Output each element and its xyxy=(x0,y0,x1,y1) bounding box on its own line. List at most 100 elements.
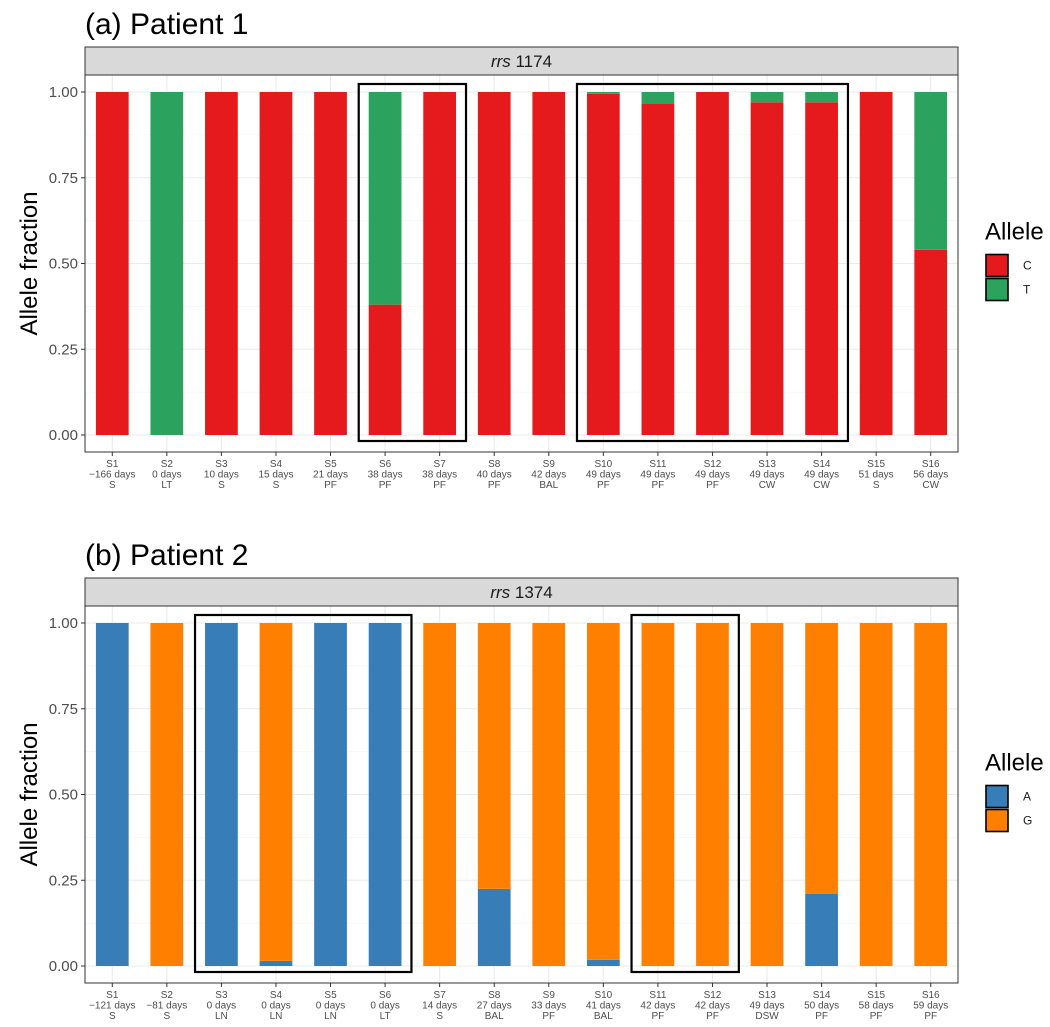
y-tick-label: 1.00 xyxy=(49,84,78,101)
x-tick-label: S12 xyxy=(704,459,722,470)
bar-C-S13 xyxy=(750,102,784,435)
highlight-box-2 xyxy=(575,82,850,443)
x-tick-label: S xyxy=(873,480,880,491)
y-axis: 0.00 0.25 0.50 0.75 1.00 Allele fraction xyxy=(16,84,85,444)
bars xyxy=(95,623,948,966)
legend: Allele CT xyxy=(985,219,1044,302)
x-tick-label: CW xyxy=(813,480,830,491)
x-tick-label: 49 days xyxy=(586,470,621,481)
bar-C-S16 xyxy=(914,249,948,435)
x-tick-label: CW xyxy=(922,480,939,491)
bar-G-S8 xyxy=(477,623,511,889)
bar-A-S8 xyxy=(477,888,511,966)
x-tick-label: S xyxy=(109,1011,116,1022)
y-tick-label: 0.75 xyxy=(49,170,78,187)
x-tick-label: S4 xyxy=(270,990,283,1001)
x-tick-label: 59 days xyxy=(913,1001,948,1012)
x-tick-label: S3 xyxy=(215,459,228,470)
x-tick-label: S xyxy=(109,480,116,491)
bar-T-S2 xyxy=(150,92,184,435)
x-tick-label: S14 xyxy=(813,459,831,470)
x-tick-label: −81 days xyxy=(146,1001,187,1012)
x-tick-label: LN xyxy=(270,1011,283,1022)
x-tick-label: PF xyxy=(924,1011,937,1022)
x-tick-label: S9 xyxy=(543,990,556,1001)
panel-a: (a) Patient 1 rrs 1174 0.00 0.25 0.50 0.75 1.0… xyxy=(16,8,1044,491)
y-axis-label: Allele fraction xyxy=(16,191,43,335)
bar-G-S12 xyxy=(696,623,729,966)
x-tick-label: 42 days xyxy=(640,1001,675,1012)
x-tick-label: S10 xyxy=(594,459,612,470)
bar-C-S7 xyxy=(423,92,457,435)
x-tick-label: S6 xyxy=(379,459,392,470)
x-tick-label: S5 xyxy=(324,990,337,1001)
x-tick-label: 42 days xyxy=(695,1001,730,1012)
bar-T-S14 xyxy=(805,92,838,103)
x-tick-label: PF xyxy=(706,480,719,491)
x-tick-label: S1 xyxy=(106,990,119,1001)
x-tick-label: −166 days xyxy=(89,470,135,481)
x-tick-label: 38 days xyxy=(368,470,403,481)
x-tick-label: 49 days xyxy=(695,470,730,481)
x-tick-label: 0 days xyxy=(370,1001,399,1012)
x-tick-label: PF xyxy=(324,480,337,491)
bar-G-S15 xyxy=(859,623,893,966)
y-tick-label: 0.50 xyxy=(49,787,78,804)
bar-T-S11 xyxy=(641,92,675,105)
bar-A-S5 xyxy=(314,623,347,966)
x-tick-label: S9 xyxy=(543,459,556,470)
bar-C-S5 xyxy=(314,92,347,435)
x-tick-label: S5 xyxy=(324,459,337,470)
bar-A-S6 xyxy=(368,623,402,966)
x-tick-label: LT xyxy=(380,1011,391,1022)
x-tick-label: 21 days xyxy=(313,470,348,481)
y-axis: 0.00 0.25 0.50 0.75 1.00 Allele fraction xyxy=(16,615,85,975)
bar-G-S13 xyxy=(750,623,784,966)
bar-G-S16 xyxy=(914,623,948,966)
x-tick-label: S3 xyxy=(215,990,228,1001)
x-tick-label: S xyxy=(273,480,280,491)
x-tick-label: 41 days xyxy=(586,1001,621,1012)
x-tick-label: S14 xyxy=(813,990,831,1001)
x-tick-label: S10 xyxy=(594,990,612,1001)
y-tick-label: 0.00 xyxy=(49,427,78,444)
x-tick-label: S xyxy=(218,480,225,491)
legend-key-G xyxy=(985,808,1009,833)
y-tick-label: 0.75 xyxy=(49,701,78,718)
x-tick-label: S1 xyxy=(106,459,119,470)
x-tick-label: S15 xyxy=(867,990,885,1001)
x-tick-label: PF xyxy=(870,1011,883,1022)
panel-title: (a) Patient 1 xyxy=(85,8,248,41)
legend-label-A: A xyxy=(1023,790,1031,804)
x-tick-label: LT xyxy=(161,480,172,491)
x-tick-label: 33 days xyxy=(531,1001,566,1012)
x-tick-label: 0 days xyxy=(152,470,181,481)
x-tick-label: BAL xyxy=(594,1011,613,1022)
legend-key-T xyxy=(985,277,1009,302)
x-tick-label: BAL xyxy=(539,480,558,491)
x-tick-label: LN xyxy=(324,1011,337,1022)
bar-T-S6 xyxy=(368,92,402,305)
bar-A-S3 xyxy=(205,623,238,966)
x-tick-label: S13 xyxy=(758,990,776,1001)
highlight-box-1 xyxy=(357,82,468,443)
legend-key-C xyxy=(985,253,1009,278)
x-tick-label: S8 xyxy=(488,990,501,1001)
x-tick-label: S xyxy=(164,1011,171,1022)
y-tick-label: 0.25 xyxy=(49,872,78,889)
x-tick-label: 14 days xyxy=(422,1001,457,1012)
bar-G-S11 xyxy=(641,623,675,966)
x-tick-label: 58 days xyxy=(859,1001,894,1012)
y-tick-label: 0.50 xyxy=(49,256,78,273)
x-tick-label: S2 xyxy=(161,990,174,1001)
facet-strip-label: rrs 1174 xyxy=(491,52,552,71)
x-tick-label: S12 xyxy=(704,990,722,1001)
y-tick-label: 0.25 xyxy=(49,341,78,358)
y-axis-label: Allele fraction xyxy=(16,722,43,866)
legend-title: Allele xyxy=(985,219,1044,246)
bar-T-S10 xyxy=(586,92,620,94)
x-tick-label: 38 days xyxy=(422,470,457,481)
x-tick-label: S2 xyxy=(161,459,174,470)
x-tick-label: S16 xyxy=(922,459,940,470)
